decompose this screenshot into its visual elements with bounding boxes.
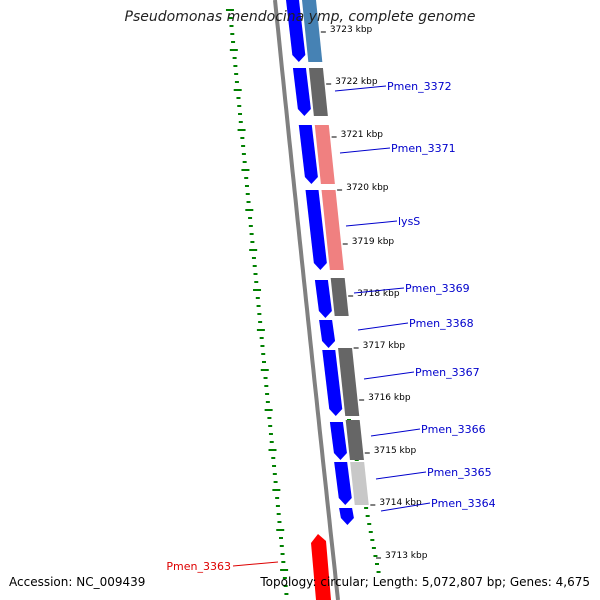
tick-label: 3719 kbp — [352, 237, 395, 247]
gene-label: Pmen_3363 — [166, 560, 231, 573]
cds-arrow-1 — [292, 68, 311, 116]
tick-label: 3713 kbp — [385, 551, 428, 561]
tick-label: 3714 kbp — [379, 498, 422, 508]
tick-label: 3717 kbp — [363, 341, 406, 351]
gene-leader-line — [345, 220, 398, 227]
feature-block-4 — [330, 278, 349, 316]
feature-block-5 — [338, 348, 360, 416]
feature-block-7 — [350, 462, 369, 505]
tick-label: 3718 kbp — [357, 289, 400, 299]
feature-block-3 — [321, 190, 344, 270]
gene-label: Pmen_3372 — [387, 80, 452, 93]
gene-leader-line — [357, 322, 409, 331]
gene-leader-line — [380, 502, 431, 512]
feature-block-0 — [302, 0, 323, 62]
cds-arrow-6 — [322, 350, 343, 416]
gene-leader-line — [232, 561, 279, 567]
gene-leader-line — [353, 287, 405, 294]
gene-label: Pmen_3368 — [409, 317, 474, 330]
gene-leader-line — [363, 371, 415, 380]
tick-label: 3722 kbp — [335, 77, 378, 87]
tick-label: 3723 kbp — [330, 25, 373, 35]
cds-arrow-pmen-3363 — [311, 534, 331, 600]
cds-arrow-7 — [329, 422, 347, 460]
gene-label: lysS — [398, 215, 420, 228]
tick-label: 3720 kbp — [346, 183, 389, 193]
accession-text: Accession: NC_009439 — [9, 575, 146, 589]
map-title: Pseudomonas mendocina ymp, complete geno… — [124, 9, 476, 25]
tick-label: 3721 kbp — [341, 130, 384, 140]
cds-arrow-0 — [286, 0, 306, 62]
feature-block-2 — [314, 125, 335, 184]
gene-leader-line — [370, 428, 421, 437]
cds-arrow-4 — [314, 280, 332, 318]
topology-text: Topology: circular; Length: 5,072,807 bp… — [260, 575, 590, 589]
feature-block-6 — [345, 420, 364, 460]
gene-leader-line — [334, 85, 387, 92]
gene-label: Pmen_3365 — [427, 466, 492, 479]
cds-arrow-5 — [319, 320, 336, 348]
cds-arrow-2 — [298, 125, 318, 184]
genome-backbone — [273, 0, 340, 600]
cds-arrow-9 — [339, 508, 354, 525]
gene-leader-line — [375, 471, 427, 480]
tick-label: 3715 kbp — [374, 446, 417, 456]
gene-label: Pmen_3371 — [391, 142, 456, 155]
feature-block-1 — [308, 68, 328, 116]
cds-arrow-8 — [334, 462, 352, 505]
gene-label: Pmen_3366 — [421, 423, 486, 436]
tick-label: 3716 kbp — [368, 393, 411, 403]
gene-leader-line — [339, 147, 391, 154]
gene-label: Pmen_3364 — [431, 497, 496, 510]
gene-label: Pmen_3369 — [405, 282, 470, 295]
cds-arrow-3 — [305, 190, 327, 270]
gene-label: Pmen_3367 — [415, 366, 480, 379]
